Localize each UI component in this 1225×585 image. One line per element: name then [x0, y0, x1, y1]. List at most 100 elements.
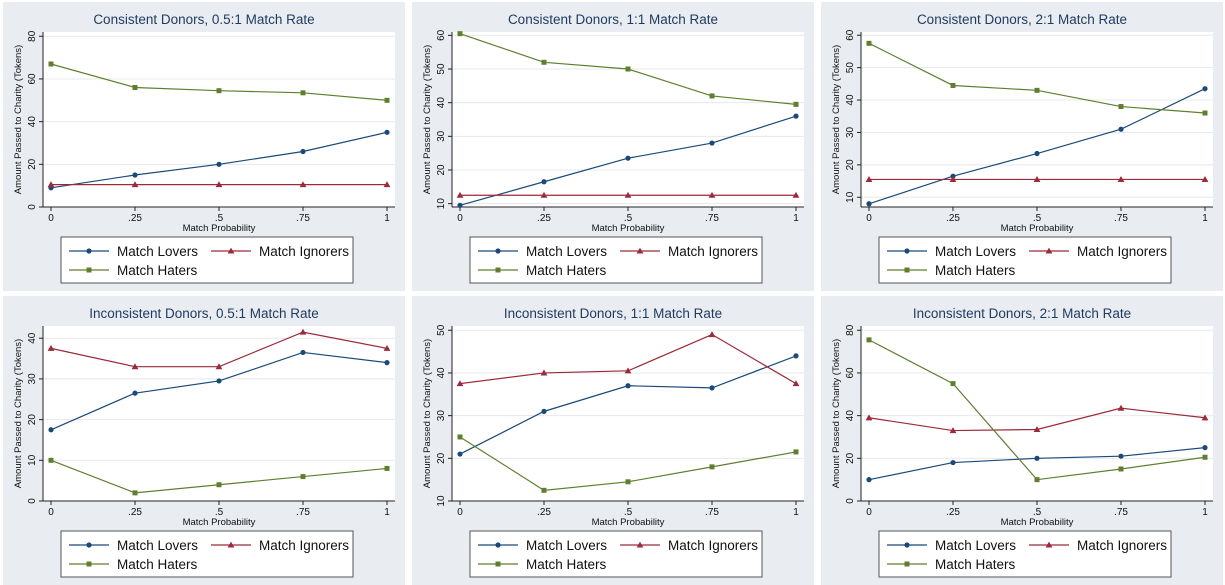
chart-panel-6: Inconsistent Donors, 2:1 Match Rate 0 20 40…	[821, 296, 1223, 585]
data-point-haters	[457, 434, 463, 440]
data-point-ignorers	[456, 191, 464, 198]
data-point-ignorers	[1201, 176, 1209, 183]
y-tick-label: 10	[436, 495, 447, 507]
data-point-ignorers	[131, 181, 139, 188]
chart-panel-3: Consistent Donors, 2:1 Match Rate 10 20 30 4…	[821, 2, 1223, 291]
x-axis-label: Match Probability	[592, 517, 665, 528]
y-tick-label: 40	[436, 367, 447, 379]
legend-label-haters: Match Haters	[935, 263, 1016, 278]
data-point-ignorers	[708, 331, 716, 338]
data-point-lovers	[1118, 453, 1124, 459]
data-point-haters	[216, 482, 222, 488]
y-axis-label: Amount Passed to Charity (Tokens)	[13, 339, 24, 488]
chart-svg: Consistent Donors, 0.5:1 Match Rate 0 20 40…	[13, 12, 395, 284]
data-point-haters	[793, 101, 799, 107]
legend-box	[60, 236, 354, 284]
x-tick-label: 0	[866, 507, 872, 518]
data-point-ignorers	[1117, 176, 1125, 183]
data-point-haters	[541, 487, 547, 493]
x-tick-label: 1	[793, 507, 799, 518]
plot-area	[43, 32, 395, 207]
legend-marker-ignorers	[636, 247, 644, 254]
data-point-lovers	[457, 202, 463, 208]
data-point-haters	[132, 84, 138, 90]
legend: Match Lovers Match Ignorers Match Haters	[60, 530, 354, 578]
data-point-ignorers	[383, 344, 391, 351]
legend: Match Lovers Match Ignorers Match Haters	[60, 236, 354, 284]
data-point-lovers	[1202, 86, 1208, 92]
data-point-haters	[1202, 454, 1208, 460]
legend-marker-haters	[86, 561, 92, 567]
data-point-haters	[866, 337, 872, 343]
x-tick-label: .75	[296, 213, 310, 224]
series-ignorers	[47, 328, 391, 370]
legend-label-ignorers: Match Ignorers	[668, 244, 758, 259]
legend-marker-haters	[904, 267, 910, 273]
legend-label-lovers: Match Lovers	[117, 244, 198, 259]
legend-label-ignorers: Match Ignorers	[1077, 538, 1167, 553]
x-tick-label: 1	[384, 213, 390, 224]
y-tick-label: 30	[436, 410, 447, 422]
legend-marker-lovers	[904, 542, 910, 548]
legend: Match Lovers Match Ignorers Match Haters	[878, 236, 1172, 284]
data-point-haters	[625, 66, 631, 72]
legend-box	[878, 236, 1172, 284]
legend-marker-ignorers	[1045, 541, 1053, 548]
data-point-ignorers	[299, 181, 307, 188]
legend-label-lovers: Match Lovers	[935, 538, 1016, 553]
plot-area	[43, 326, 395, 501]
y-axis-label: Amount Passed to Charity (Tokens)	[831, 45, 842, 194]
legend-label-haters: Match Haters	[526, 557, 607, 572]
data-point-haters	[793, 449, 799, 455]
data-point-haters	[1118, 466, 1124, 472]
data-point-ignorers	[383, 181, 391, 188]
x-tick-label: .5	[1033, 213, 1042, 224]
data-point-ignorers	[540, 369, 548, 376]
legend-label-ignorers: Match Ignorers	[259, 244, 349, 259]
plot-area	[452, 326, 804, 501]
x-axis-label: Match Probability	[183, 517, 256, 528]
data-point-ignorers	[949, 427, 957, 434]
chart-title: Consistent Donors, 1:1 Match Rate	[508, 12, 718, 27]
legend-marker-lovers	[86, 542, 92, 548]
series-haters	[866, 337, 1208, 483]
data-point-haters	[625, 479, 631, 485]
data-point-ignorers	[708, 191, 716, 198]
legend-label-haters: Match Haters	[935, 557, 1016, 572]
y-tick-label: 60	[845, 29, 856, 41]
data-point-ignorers	[1201, 414, 1209, 421]
chart-panel-2: Consistent Donors, 1:1 Match Rate 10 20 30 4…	[412, 2, 814, 291]
x-tick-label: .75	[705, 507, 719, 518]
data-point-haters	[457, 31, 463, 37]
y-tick-label: 50	[436, 324, 447, 336]
series-haters	[48, 457, 390, 496]
y-tick-label: 20	[436, 164, 447, 176]
data-point-ignorers	[865, 176, 873, 183]
data-point-lovers	[384, 360, 390, 366]
data-point-ignorers	[624, 191, 632, 198]
y-tick-label: 60	[27, 73, 38, 85]
x-tick-label: 0	[48, 507, 54, 518]
x-tick-label: .75	[1114, 213, 1128, 224]
series-ignorers	[865, 404, 1209, 434]
data-point-lovers	[1118, 126, 1124, 132]
y-tick-label: 40	[845, 410, 856, 422]
x-tick-label: .5	[215, 213, 224, 224]
x-tick-label: .5	[624, 213, 633, 224]
y-tick-label: 10	[845, 191, 856, 203]
x-tick-label: 0	[457, 213, 463, 224]
data-point-lovers	[1034, 455, 1040, 461]
chart-title: Inconsistent Donors, 2:1 Match Rate	[913, 306, 1131, 321]
x-axis-label: Match Probability	[183, 223, 256, 234]
series-lovers	[866, 445, 1208, 483]
x-tick-label: 1	[1202, 213, 1208, 224]
series-haters	[457, 31, 799, 107]
legend-marker-lovers	[904, 248, 910, 254]
x-tick-label: .25	[537, 213, 551, 224]
data-point-lovers	[300, 349, 306, 356]
chart-svg: Consistent Donors, 1:1 Match Rate1020304…	[422, 12, 804, 284]
data-point-haters	[384, 465, 390, 471]
y-tick-label: 60	[436, 29, 447, 41]
data-point-lovers	[1202, 445, 1208, 451]
data-point-lovers	[866, 201, 872, 207]
